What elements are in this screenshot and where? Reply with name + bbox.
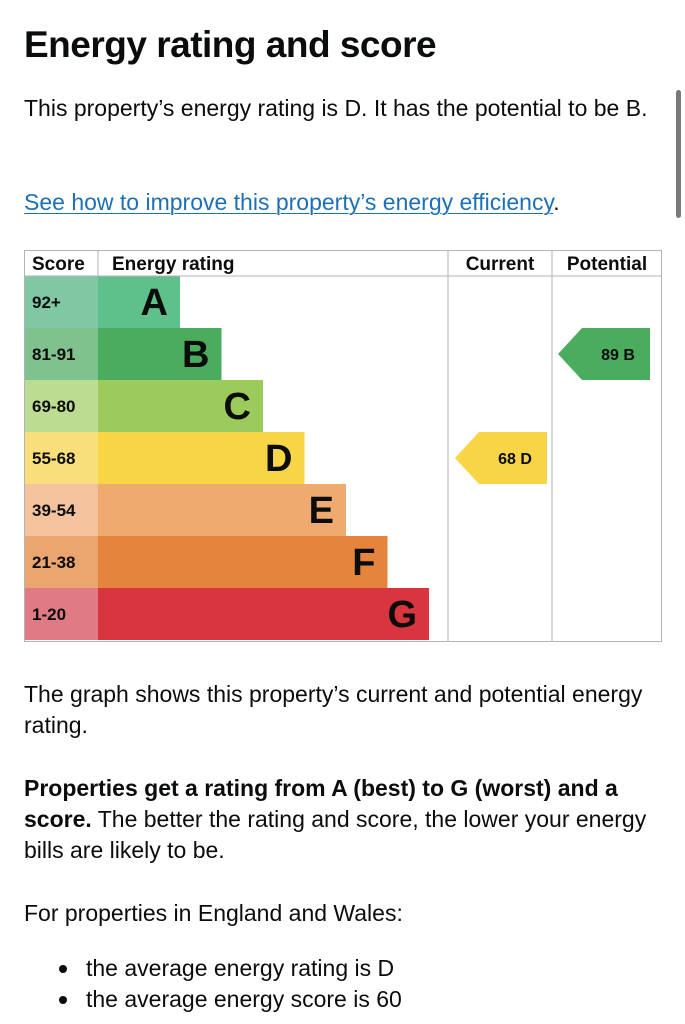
rating-bar-a	[98, 276, 180, 328]
link-suffix: .	[553, 189, 560, 215]
potential-rating-marker	[558, 328, 650, 380]
chart-border	[24, 250, 662, 642]
rating-letter-d: D	[265, 438, 292, 480]
score-range-a: 92+	[32, 293, 61, 312]
rating-bar-g	[98, 588, 429, 640]
rating-explanation: Properties get a rating from A (best) to…	[24, 773, 660, 866]
score-range-e: 39-54	[32, 501, 76, 520]
header-current: Current	[466, 254, 535, 275]
current-rating-label: 68 D	[498, 451, 532, 468]
score-range-g: 1-20	[32, 605, 66, 624]
list-item: the average energy rating is D	[24, 953, 402, 984]
header-score: Score	[32, 254, 85, 275]
score-range-b: 81-91	[32, 345, 75, 364]
rating-letter-a: A	[141, 282, 168, 324]
score-range-d: 55-68	[32, 449, 75, 468]
rating-explanation-bold: Properties get a rating from A (best) to…	[24, 775, 618, 832]
rating-bar-b	[98, 328, 222, 380]
score-cell-b	[24, 328, 98, 380]
rating-letter-b: B	[182, 334, 209, 376]
score-cell-g	[24, 588, 98, 640]
rating-letter-g: G	[387, 594, 417, 636]
rating-explanation-rest: The better the rating and score, the low…	[24, 806, 647, 863]
header-energy-rating: Energy rating	[112, 254, 234, 275]
rating-summary: This property’s energy rating is D. It h…	[24, 95, 648, 121]
header-potential: Potential	[567, 254, 647, 275]
energy-rating-chart: 92+ A 81-91 B 69-80 C 55-68 D 39-54 E 21-38 F 1-20 G S…	[24, 250, 662, 642]
score-cell-d	[24, 432, 98, 484]
list-item: the average energy score is 60	[24, 984, 402, 1015]
rating-letter-c: C	[224, 386, 251, 428]
average-list: the average energy rating is D the avera…	[24, 953, 402, 1015]
score-cell-c	[24, 380, 98, 432]
scrollbar-thumb[interactable]	[676, 90, 681, 218]
score-range-f: 21-38	[32, 553, 75, 572]
score-cell-a	[24, 276, 98, 328]
graph-description: The graph shows this property’s current …	[24, 681, 643, 738]
score-range-c: 69-80	[32, 397, 75, 416]
rating-letter-e: E	[309, 490, 334, 532]
improve-link-paragraph: See how to improve this property’s energ…	[24, 187, 660, 218]
rating-bar-d	[98, 432, 305, 484]
page-title: Energy rating and score	[24, 24, 437, 65]
potential-rating-label: 89 B	[601, 347, 635, 364]
score-cell-e	[24, 484, 98, 536]
rating-letter-f: F	[352, 542, 375, 584]
current-rating-marker	[455, 432, 547, 484]
score-cell-f	[24, 536, 98, 588]
improve-efficiency-link[interactable]: See how to improve this property’s energ…	[24, 189, 554, 215]
rating-bar-e	[98, 484, 346, 536]
rating-bar-f	[98, 536, 388, 588]
rating-bar-c	[98, 380, 263, 432]
england-wales-intro: For properties in England and Wales:	[24, 900, 403, 926]
